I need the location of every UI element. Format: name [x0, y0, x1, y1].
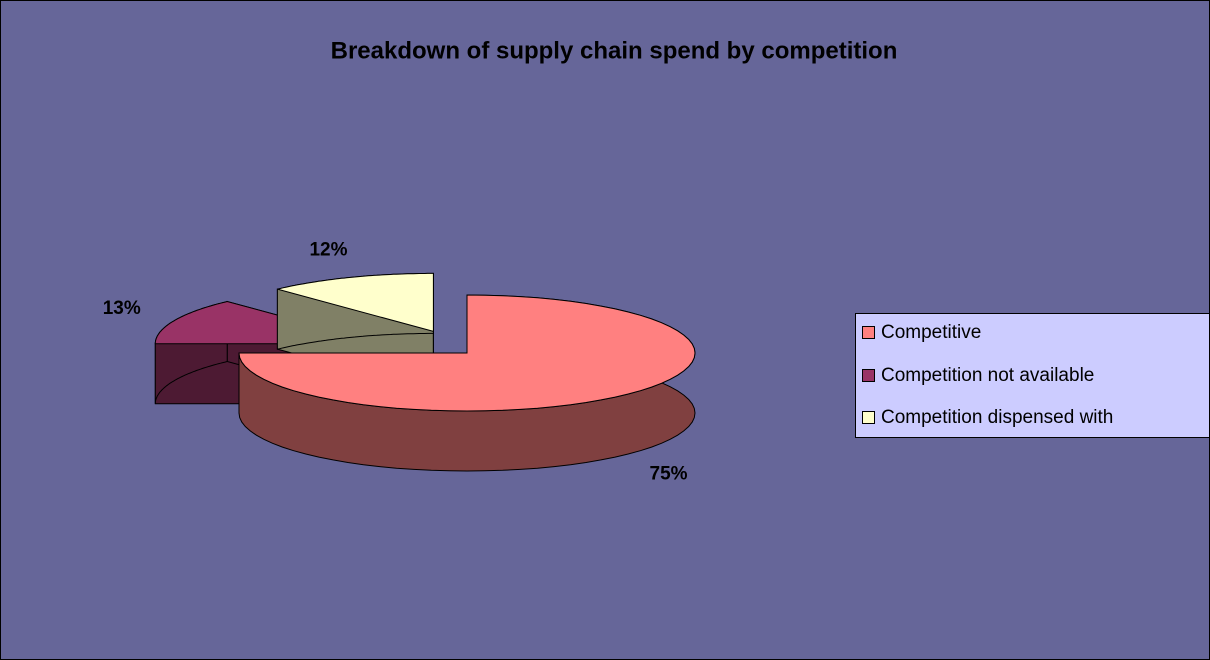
slice [238, 294, 696, 412]
data-label: 75% [650, 464, 688, 485]
legend-swatch [862, 411, 875, 424]
legend-label: Competition not available [881, 365, 1094, 386]
legend-swatch [862, 369, 875, 382]
legend-swatch [862, 326, 875, 339]
legend-label: Competitive [881, 322, 981, 343]
data-label: 13% [103, 298, 141, 319]
legend [855, 313, 1210, 438]
data-label: 12% [309, 240, 347, 261]
chart-title: Breakdown of supply chain spend by compe… [331, 37, 898, 64]
slice [277, 272, 434, 333]
legend-label: Competition dispensed with [881, 407, 1113, 428]
